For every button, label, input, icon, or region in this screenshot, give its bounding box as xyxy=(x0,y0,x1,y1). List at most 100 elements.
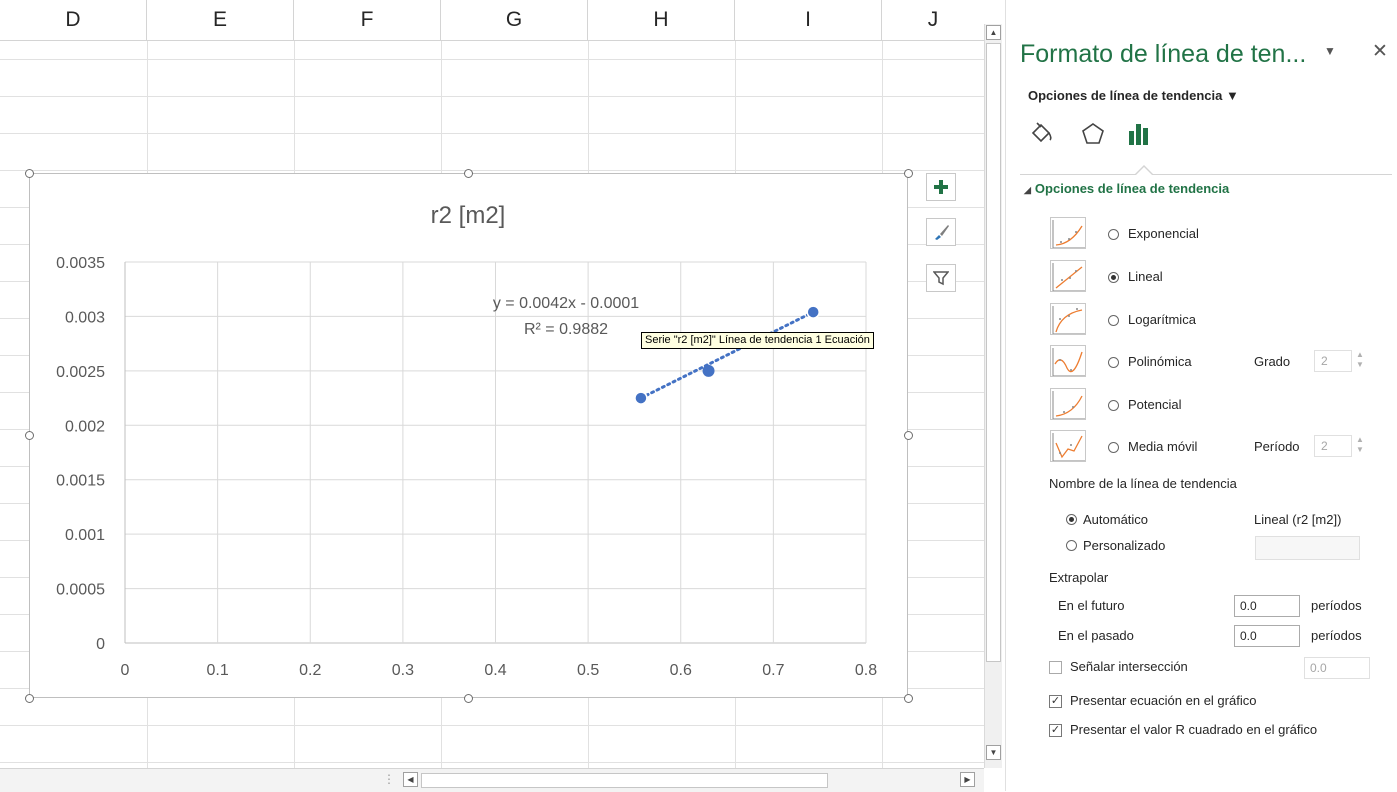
radio-logarithmic[interactable] xyxy=(1108,315,1119,326)
brush-icon xyxy=(935,225,949,240)
checkbox-display-equation[interactable]: ✓ xyxy=(1049,695,1062,708)
checkbox-set-intercept[interactable] xyxy=(1049,661,1062,674)
resize-handle-right[interactable] xyxy=(904,431,913,440)
horizontal-scroll-thumb[interactable] xyxy=(421,773,828,788)
resize-handle-top[interactable] xyxy=(464,169,473,178)
trendline-options-dropdown[interactable]: Opciones de línea de tendencia ▼ xyxy=(1028,88,1239,103)
chart-elements-button[interactable] xyxy=(926,173,956,201)
column-headers: D E F G H I J xyxy=(0,0,984,41)
label-logarithmic[interactable]: Logarítmica xyxy=(1128,312,1196,327)
bar-chart-icon xyxy=(1129,124,1148,145)
extrapolar-heading: Extrapolar xyxy=(1049,570,1109,585)
label-forward: En el futuro xyxy=(1058,598,1125,613)
tab-fill-line[interactable] xyxy=(1026,119,1056,149)
column-header-e[interactable]: E xyxy=(147,0,294,40)
column-header-d[interactable]: D xyxy=(0,0,147,40)
option-power[interactable]: Potencial xyxy=(1050,388,1390,424)
vertical-scrollbar[interactable]: ▲ ▼ xyxy=(984,24,1002,768)
scroll-right-button[interactable]: ▶ xyxy=(960,772,975,787)
option-exponential[interactable]: Exponencial xyxy=(1050,217,1390,253)
resize-handle-bottom[interactable] xyxy=(464,694,473,703)
column-header-f[interactable]: F xyxy=(294,0,441,40)
radio-personalizado[interactable] xyxy=(1066,540,1077,551)
y-tick-label: 0.001 xyxy=(65,527,105,544)
linear-trend-icon xyxy=(1050,260,1086,292)
label-power[interactable]: Potencial xyxy=(1128,397,1182,412)
radio-linear[interactable] xyxy=(1108,272,1119,283)
x-tick-label: 0.1 xyxy=(207,662,229,679)
exponential-trend-icon xyxy=(1050,217,1086,249)
resize-handle-top-left[interactable] xyxy=(25,169,34,178)
periodo-spin-arrows-icon[interactable]: ▲ ▼ xyxy=(1356,435,1364,454)
power-trend-icon xyxy=(1050,388,1086,420)
y-tick-label: 0.0005 xyxy=(56,582,105,599)
x-tick-label: 0.8 xyxy=(855,662,877,679)
periodo-spinner[interactable]: 2 xyxy=(1314,435,1352,457)
pane-title: Formato de línea de ten... xyxy=(1020,40,1307,68)
row-gridline xyxy=(0,725,984,726)
option-polynomial[interactable]: Polinómica Grado 2 ▲ ▼ xyxy=(1050,345,1390,381)
resize-handle-left[interactable] xyxy=(25,431,34,440)
resize-handle-bottom-right[interactable] xyxy=(904,694,913,703)
vertical-scroll-thumb[interactable] xyxy=(986,43,1001,662)
column-header-j[interactable]: J xyxy=(927,8,939,31)
radio-exponential[interactable] xyxy=(1108,229,1119,240)
y-tick-label: 0.0025 xyxy=(56,364,105,381)
tab-effects[interactable] xyxy=(1078,119,1108,149)
custom-name-input[interactable] xyxy=(1255,536,1360,560)
option-logarithmic[interactable]: Logarítmica xyxy=(1050,303,1390,339)
scroll-up-button[interactable]: ▲ xyxy=(986,25,1001,40)
trendline-equation-label[interactable]: y = 0.0042x - 0.0001 xyxy=(493,295,639,312)
radio-power[interactable] xyxy=(1108,400,1119,411)
option-moving-average[interactable]: Media móvil Período 2 ▲ ▼ xyxy=(1050,430,1390,466)
label-set-intercept[interactable]: Señalar intersección xyxy=(1070,659,1188,674)
horizontal-scrollbar-area: ⋮ ◀ ▶ xyxy=(0,768,984,792)
column-header-i[interactable]: I xyxy=(735,0,882,40)
section-trendline-options[interactable]: ◢ Opciones de línea de tendencia xyxy=(1024,181,1229,196)
label-automatico[interactable]: Automático xyxy=(1083,512,1149,527)
intercept-input[interactable]: 0.0 xyxy=(1304,657,1370,679)
data-point xyxy=(634,391,648,405)
radio-automatico[interactable] xyxy=(1066,514,1077,525)
option-linear[interactable]: Lineal xyxy=(1050,260,1390,296)
chart-filters-button[interactable] xyxy=(926,264,956,292)
y-tick-label: 0.0015 xyxy=(56,473,105,490)
backward-periods-input[interactable]: 0.0 xyxy=(1234,625,1300,647)
label-personalizado[interactable]: Personalizado xyxy=(1083,538,1166,553)
format-trendline-pane: Formato de línea de ten... ▼ ✕ Opciones … xyxy=(1005,0,1397,791)
resize-handle-top-right[interactable] xyxy=(904,169,913,178)
pane-close-button[interactable]: ✕ xyxy=(1372,41,1388,62)
scroll-left-button[interactable]: ◀ xyxy=(403,772,418,787)
label-exponential[interactable]: Exponencial xyxy=(1128,226,1199,241)
forward-periods-input[interactable]: 0.0 xyxy=(1234,595,1300,617)
checkbox-display-r-squared[interactable]: ✓ xyxy=(1049,724,1062,737)
data-point xyxy=(806,305,820,319)
paint-bucket-icon xyxy=(1031,122,1052,143)
label-display-r-squared[interactable]: Presentar el valor R cuadrado en el gráf… xyxy=(1070,722,1318,737)
x-tick-label: 0 xyxy=(121,662,130,679)
splitter-handle[interactable]: ⋮ xyxy=(383,772,395,786)
y-tick-label: 0.0035 xyxy=(56,255,105,272)
scroll-down-button[interactable]: ▼ xyxy=(986,745,1001,760)
tab-trendline-options[interactable] xyxy=(1124,119,1154,149)
trendline-r-squared-label[interactable]: R² = 0.9882 xyxy=(524,321,608,338)
radio-moving-average[interactable] xyxy=(1108,442,1119,453)
column-header-h[interactable]: H xyxy=(588,0,735,40)
chart-styles-button[interactable] xyxy=(926,218,956,246)
grado-spin-arrows-icon[interactable]: ▲ ▼ xyxy=(1356,350,1364,369)
pentagon-icon xyxy=(1082,123,1104,144)
column-header-g[interactable]: G xyxy=(441,0,588,40)
resize-handle-bottom-left[interactable] xyxy=(25,694,34,703)
label-display-equation[interactable]: Presentar ecuación en el gráfico xyxy=(1070,693,1257,708)
label-backward: En el pasado xyxy=(1058,628,1134,643)
label-linear[interactable]: Lineal xyxy=(1128,269,1163,284)
y-tick-label: 0 xyxy=(96,636,105,653)
radio-polynomial[interactable] xyxy=(1108,357,1119,368)
grado-spinner[interactable]: 2 xyxy=(1314,350,1352,372)
moving-average-trend-icon xyxy=(1050,430,1086,462)
pane-options-dropdown[interactable]: ▼ xyxy=(1324,44,1336,58)
chart-title[interactable]: r2 [m2] xyxy=(431,202,506,229)
label-polynomial[interactable]: Polinómica xyxy=(1128,354,1192,369)
chart-area[interactable]: 0 0.0005 0.001 0.0015 0.002 0.0025 0.003 0.0035… xyxy=(29,173,908,698)
label-moving-average[interactable]: Media móvil xyxy=(1128,439,1198,454)
